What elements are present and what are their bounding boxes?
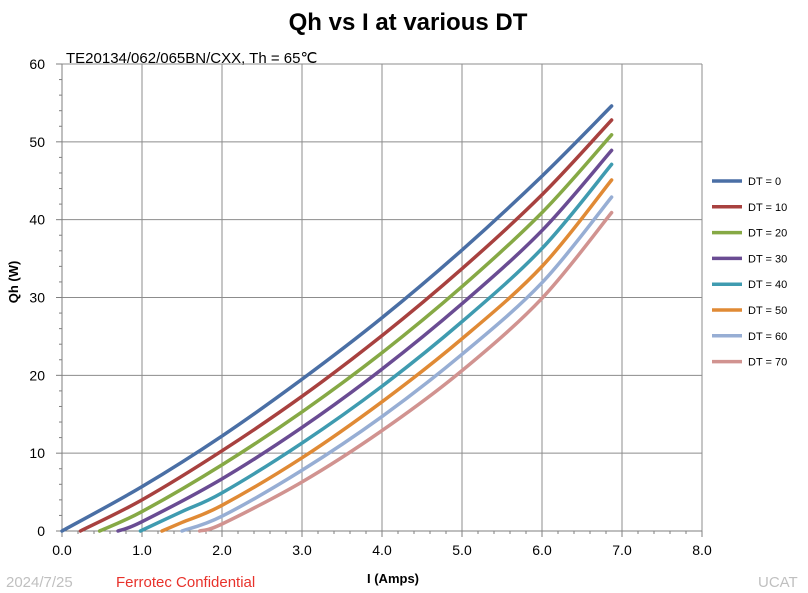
series-line-3 [116,148,614,533]
x-tick-label: 5.0 [452,542,472,558]
footer-confidential: Ferrotec Confidential [116,574,255,591]
footer-date: 2024/7/25 [6,574,73,591]
x-tick-label: 4.0 [372,542,392,558]
series-line-4 [138,162,614,533]
x-tick-label: 7.0 [612,542,632,558]
y-tick-label: 0 [37,523,45,539]
legend-label: DT = 10 [748,202,787,214]
y-tick-label: 10 [29,445,45,461]
x-axis-label: I (Amps) [367,571,419,586]
series-line-1 [78,118,614,533]
chart-subtitle: TE20134/062/065BN/CXX, Th = 65℃ [66,50,317,67]
x-tick-label: 0.0 [52,542,72,558]
legend-label: DT = 0 [748,176,781,188]
legend-label: DT = 70 [748,357,787,369]
legend-label: DT = 50 [748,305,787,317]
series-line-2 [97,133,614,533]
y-tick-label: 30 [29,290,45,306]
x-tick-label: 6.0 [532,542,552,558]
chart-title: Qh vs I at various DT [289,9,528,36]
series-line-7 [197,210,614,533]
legend-label: DT = 20 [748,228,787,240]
axes [56,63,703,537]
legend-label: DT = 40 [748,279,787,291]
x-tick-label: 8.0 [692,542,712,558]
x-tick-label: 1.0 [132,542,152,558]
series-line-5 [160,178,614,533]
x-tick-label: 2.0 [212,542,232,558]
legend-label: DT = 60 [748,331,787,343]
legend-label: DT = 30 [748,253,787,265]
grid [62,63,703,531]
series-lines [60,104,614,533]
x-tick-label: 3.0 [292,542,312,558]
x-tick-labels: 0.0 1.0 2.0 3.0 4.0 5.0 6.0 7.0 8.0 [52,542,712,558]
y-axis-label: Qh (W) [6,261,21,304]
y-tick-label: 50 [29,134,45,150]
series-line-6 [180,195,614,533]
series-line-0 [60,104,614,533]
legend: DT = 0 DT = 10 DT = 20 DT = 30 DT = 40 DT = 5… [712,176,787,369]
y-tick-label: 60 [29,56,45,72]
y-tick-labels: 0 10 20 30 40 50 60 [29,56,45,539]
y-tick-label: 20 [29,367,45,383]
footer-org: UCAT [758,574,798,591]
y-tick-label: 40 [29,212,45,228]
